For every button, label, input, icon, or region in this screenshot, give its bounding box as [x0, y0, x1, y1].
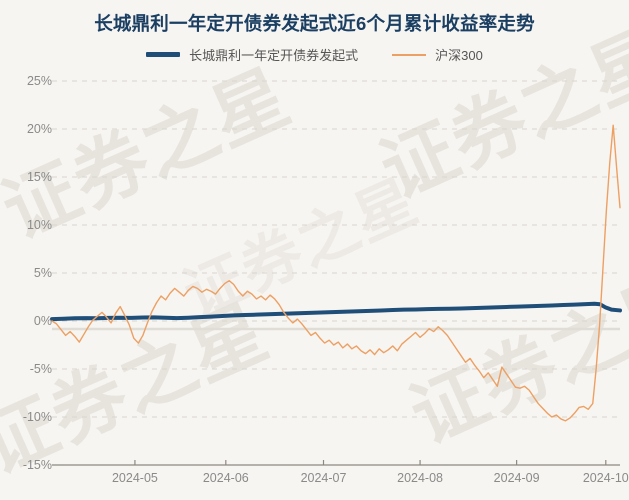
legend-label-index: 沪深300: [435, 48, 483, 63]
x-axis-tick-label: 2024-07: [300, 471, 347, 485]
x-axis-tick-label: 2024-05: [111, 471, 158, 485]
y-axis-tick-label: 10%: [26, 218, 52, 232]
y-axis-tick-label: -15%: [22, 458, 52, 472]
y-axis-tick-label: 5%: [33, 266, 52, 280]
chart-title: 长城鼎利一年定开债券发起式近6个月累计收益率走势: [94, 13, 535, 34]
chart-legend: 长城鼎利一年定开债券发起式 沪深300: [0, 45, 629, 64]
series-line-fund: [50, 301, 622, 322]
y-axis-tick-label: -5%: [29, 362, 52, 376]
y-axis-tick-label: 0%: [33, 314, 52, 328]
legend-label-fund: 长城鼎利一年定开债券发起式: [189, 48, 359, 63]
y-axis-tick-label: 20%: [26, 122, 52, 136]
legend-swatch-index-icon: [392, 53, 427, 56]
legend-item-index[interactable]: 沪深300: [392, 45, 483, 64]
series-line-index: [51, 124, 621, 422]
x-axis-tick-label: 2024-06: [202, 471, 249, 485]
x-axis-tick-label: 2024-09: [493, 471, 540, 485]
y-axis-labels: 25% 20% 15% 10% 5% 0% -5% -10% -15%: [0, 0, 52, 500]
y-axis-tick-label: -10%: [22, 410, 52, 424]
y-axis-tick-label: 25%: [26, 74, 52, 88]
x-axis-tick-label: 2024-10: [582, 471, 629, 485]
legend-swatch-fund-icon: [146, 52, 181, 57]
legend-item-fund[interactable]: 长城鼎利一年定开债券发起式: [146, 45, 358, 64]
y-axis-tick-label: 15%: [26, 170, 52, 184]
x-axis-tick-label: 2024-08: [397, 471, 443, 485]
